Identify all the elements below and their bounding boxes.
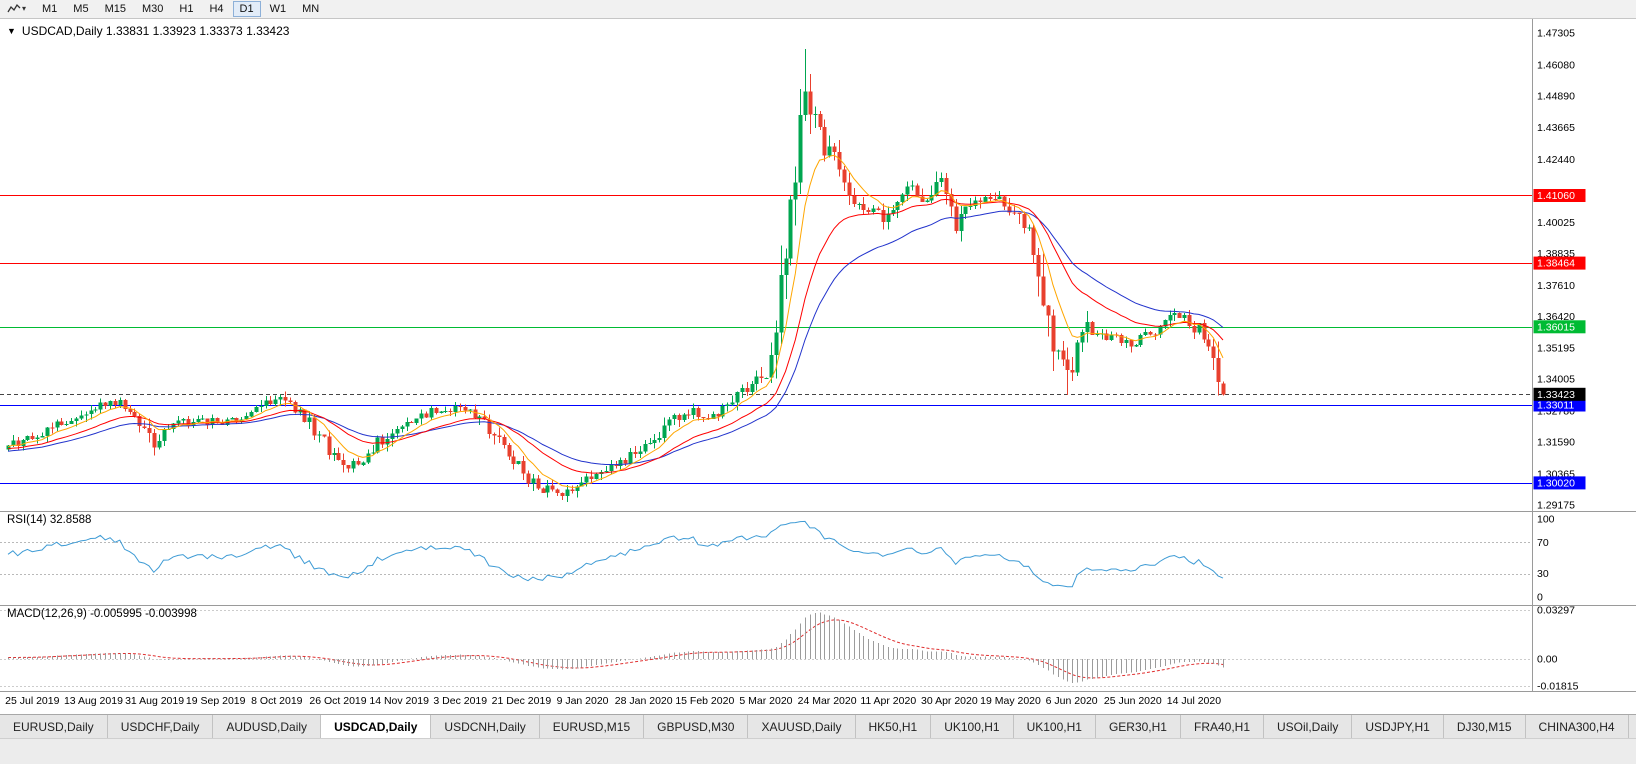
timeframe-buttons: M1 M5 M15 M30 H1 H4 D1 W1 MN — [35, 1, 326, 17]
svg-text:1.36015: 1.36015 — [1537, 321, 1575, 333]
svg-text:14 Nov 2019: 14 Nov 2019 — [369, 695, 429, 707]
panel-separators — [0, 19, 1636, 692]
timeframe-button-m15[interactable]: M15 — [104, 3, 126, 15]
svg-text:70: 70 — [1537, 537, 1549, 549]
svg-text:6 Jun 2020: 6 Jun 2020 — [1046, 695, 1098, 707]
chart-tab-usdcad-daily[interactable]: USDCAD,Daily — [321, 715, 432, 738]
chart-tab-gbpusd-m30[interactable]: GBPUSD,M30 — [644, 715, 749, 738]
date-axis: 25 Jul 2019 13 Aug 2019 31 Aug 2019 19 Sep … — [5, 695, 1221, 707]
line-chart-glyph — [7, 3, 21, 13]
crosshair-tool-icon[interactable]: ▾ — [4, 3, 29, 15]
timeframe-toolbar: ▾ M1 M5 M15 M30 H1 H4 D1 W1 MN — [0, 0, 1636, 19]
hlines-layer — [0, 195, 1532, 484]
candles-layer — [6, 49, 1226, 503]
svg-text:30: 30 — [1537, 568, 1549, 580]
svg-text:100: 100 — [1537, 514, 1555, 526]
svg-text:1.34005: 1.34005 — [1537, 374, 1575, 386]
chart-tab-fra40-h1[interactable]: FRA40,H1 — [1180, 715, 1265, 738]
timeframe-button-w1[interactable]: W1 — [269, 3, 287, 15]
svg-text:0: 0 — [1537, 592, 1543, 604]
svg-text:-0.01815: -0.01815 — [1537, 680, 1579, 692]
chart-tab-audusd-daily[interactable]: AUDUSD,Daily — [213, 715, 322, 738]
chart-canvas[interactable]: 100 70 30 00.03297 0.00 -0.01815 1.47305 1.4608… — [0, 19, 1636, 714]
rsi-panel: 100 70 30 0 — [0, 514, 1555, 604]
svg-text:1.38464: 1.38464 — [1537, 258, 1575, 270]
svg-text:9 Jan 2020: 9 Jan 2020 — [557, 695, 609, 707]
svg-text:25 Jul 2019: 25 Jul 2019 — [5, 695, 59, 707]
svg-text:1.36420: 1.36420 — [1537, 311, 1575, 323]
chart-tab-ger30-h1[interactable]: GER30,H1 — [1095, 715, 1181, 738]
status-strip — [0, 738, 1636, 764]
svg-text:5 Mar 2020: 5 Mar 2020 — [739, 695, 792, 707]
timeframe-button-m5[interactable]: M5 — [73, 3, 89, 15]
chart-tab-china300-h4[interactable]: CHINA300,H4 — [1525, 715, 1629, 738]
svg-text:1.31590: 1.31590 — [1537, 437, 1575, 449]
svg-text:1.30020: 1.30020 — [1537, 477, 1575, 489]
chart-tabbar: EURUSD,Daily USDCHF,Daily AUDUSD,Daily USDC… — [0, 714, 1636, 738]
price-badges: 1.41060 1.38464 1.36015 1.33011 1.30020 1.334… — [1533, 189, 1586, 490]
svg-text:1.33423: 1.33423 — [1537, 389, 1575, 401]
svg-text:1.44890: 1.44890 — [1537, 90, 1575, 102]
chart-tab-eurusd-m15[interactable]: EURUSD,M15 — [539, 715, 645, 738]
panel-splitter-rsi[interactable] — [0, 508, 1636, 514]
svg-text:24 Mar 2020: 24 Mar 2020 — [798, 695, 857, 707]
svg-text:1.47305: 1.47305 — [1537, 27, 1575, 39]
svg-text:3 Dec 2019: 3 Dec 2019 — [433, 695, 487, 707]
svg-text:25 Jun 2020: 25 Jun 2020 — [1104, 695, 1162, 707]
dropdown-caret-icon: ▾ — [22, 4, 27, 13]
svg-text:1.43665: 1.43665 — [1537, 122, 1575, 134]
chart-area: 100 70 30 0 0.03297 0.00 -0.01815 1.47305 1.4608… — [0, 19, 1636, 714]
svg-text:1.40025: 1.40025 — [1537, 217, 1575, 229]
svg-text:0.03297: 0.03297 — [1537, 604, 1575, 616]
svg-text:1.35195: 1.35195 — [1537, 343, 1575, 355]
chart-tab-dj30-m15[interactable]: DJ30,M15 — [1443, 715, 1526, 738]
svg-text:14 Jul 2020: 14 Jul 2020 — [1167, 695, 1221, 707]
svg-text:13 Aug 2019: 13 Aug 2019 — [64, 695, 123, 707]
chart-tab-xauusd-daily[interactable]: XAUUSD,Daily — [748, 715, 856, 738]
chart-tab-hk50-h1[interactable]: HK50,H1 — [855, 715, 932, 738]
collapse-arrow-icon[interactable]: ▼ — [7, 26, 16, 36]
svg-text:1.42440: 1.42440 — [1537, 154, 1575, 166]
timeframe-button-h4[interactable]: H4 — [209, 3, 224, 15]
timeframe-button-m30[interactable]: M30 — [141, 3, 164, 15]
chart-tab-usoil-daily[interactable]: USOil,Daily — [1264, 715, 1353, 738]
timeframe-button-mn[interactable]: MN — [302, 3, 320, 15]
svg-text:28 Jan 2020: 28 Jan 2020 — [615, 695, 673, 707]
svg-text:19 May 2020: 19 May 2020 — [980, 695, 1041, 707]
svg-text:1.46080: 1.46080 — [1537, 59, 1575, 71]
svg-text:0.00: 0.00 — [1537, 654, 1558, 666]
timeframe-button-h1[interactable]: H1 — [179, 3, 194, 15]
svg-text:1.29175: 1.29175 — [1537, 499, 1575, 511]
svg-text:1.33011: 1.33011 — [1537, 400, 1574, 412]
svg-text:1.37610: 1.37610 — [1537, 280, 1575, 292]
moving-averages-layer — [7, 154, 1224, 488]
svg-text:19 Sep 2019: 19 Sep 2019 — [186, 695, 246, 707]
chart-tab-eurusd-daily[interactable]: EURUSD,Daily — [0, 715, 108, 738]
macd-panel: 0.03297 0.00 -0.01815 — [0, 604, 1579, 692]
macd-histogram — [8, 612, 1224, 683]
timeframe-button-m1[interactable]: M1 — [42, 3, 58, 15]
chart-tab-uk100-h1[interactable]: UK100,H1 — [1013, 715, 1096, 738]
chart-tab-uk100-h1[interactable]: UK100,H1 — [931, 715, 1014, 738]
svg-text:1.41060: 1.41060 — [1537, 190, 1575, 202]
svg-text:8 Oct 2019: 8 Oct 2019 — [251, 695, 303, 707]
timeframe-button-d1[interactable]: D1 — [232, 1, 261, 17]
chart-tab-usdjpy-h1[interactable]: USDJPY,H1 — [1352, 715, 1444, 738]
svg-text:21 Dec 2019: 21 Dec 2019 — [492, 695, 552, 707]
svg-text:31 Aug 2019: 31 Aug 2019 — [125, 695, 184, 707]
chart-tab-usdcnh-daily[interactable]: USDCNH,Daily — [431, 715, 540, 738]
svg-text:15 Feb 2020: 15 Feb 2020 — [675, 695, 734, 707]
svg-text:11 Apr 2020: 11 Apr 2020 — [860, 695, 916, 707]
chart-tab-usdchf-daily[interactable]: USDCHF,Daily — [107, 715, 214, 738]
svg-text:26 Oct 2019: 26 Oct 2019 — [309, 695, 366, 707]
svg-text:30 Apr 2020: 30 Apr 2020 — [921, 695, 978, 707]
panel-splitter-macd[interactable] — [0, 602, 1636, 608]
